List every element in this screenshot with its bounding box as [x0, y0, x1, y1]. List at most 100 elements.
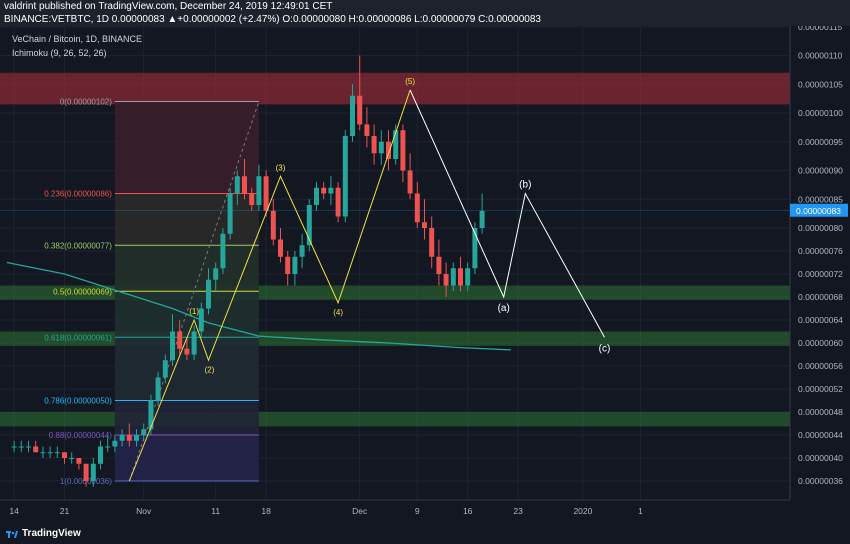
candle-body: [386, 141, 391, 159]
candle-body: [177, 331, 183, 349]
candle-body: [429, 228, 435, 257]
candle-body: [371, 136, 377, 154]
header-bar: valdrint published on TradingView.com, D…: [0, 0, 850, 26]
candle-body: [450, 268, 456, 286]
candle-body: [206, 279, 211, 309]
candle-body: [285, 256, 291, 274]
wave-count: (1) (2) (3) (4) (5) (a) (b) (c): [128, 77, 610, 482]
candle-body: [184, 348, 190, 355]
candle-body: [314, 187, 319, 205]
candle-body: [378, 141, 384, 154]
wave-label: (5): [405, 77, 415, 86]
wave-label: (b): [519, 180, 531, 191]
candle-body: [414, 193, 420, 223]
price-tick-label: 0.00000044: [798, 430, 843, 440]
candle-body: [292, 256, 298, 274]
candle-body: [76, 458, 82, 464]
candle-body: [400, 130, 406, 171]
time-tick-label: Nov: [136, 506, 152, 516]
candles: [11, 55, 485, 487]
candle-body: [242, 176, 247, 194]
candle-body: [90, 463, 96, 481]
price-tick-label: 0.00000052: [798, 384, 843, 394]
time-tick-label: 2020: [573, 506, 592, 516]
candle-body: [220, 233, 226, 269]
candle-body: [350, 95, 355, 136]
candle-body: [249, 193, 255, 205]
time-tick-label: 16: [463, 506, 473, 516]
price-tick-label: 0.00000068: [798, 292, 843, 302]
candle-body: [299, 245, 305, 257]
candle-body: [443, 274, 449, 286]
candle-body: [11, 446, 17, 448]
chart-area[interactable]: 0(0.00000102) 0.236(0.00000086) 0.382(0.00…: [0, 26, 850, 524]
time-tick-label: 18: [261, 506, 271, 516]
candle-body: [458, 268, 463, 286]
ichimoku-line: [6, 261, 511, 351]
price-tick-label: 0.00000064: [798, 315, 843, 325]
candle-body: [126, 435, 132, 441]
candle-body: [162, 360, 168, 378]
price-tick-label: 0.00000036: [798, 476, 843, 486]
candle-body: [40, 452, 46, 454]
footer-brand: TradingView: [22, 528, 81, 539]
candle-body: [33, 446, 39, 453]
candle-body: [263, 176, 269, 211]
candle-body: [18, 446, 24, 448]
zone-resistance: [0, 72, 790, 105]
tradingview-logo-icon: [6, 531, 18, 538]
fib-band: [114, 193, 259, 246]
candle-body: [148, 400, 154, 430]
price-tick-label: 0.00000090: [798, 166, 843, 176]
fib-label: 0(0.00000102): [60, 98, 112, 107]
corrective-wave-line: [409, 89, 605, 338]
candle-body: [479, 210, 485, 228]
price-tick-label: 0.00000048: [798, 407, 843, 417]
ichimoku-line: [6, 261, 511, 351]
candle-body: [342, 136, 348, 217]
fib-band: [114, 245, 259, 292]
indicator-label: Ichimoku (9, 26, 52, 26): [12, 48, 107, 58]
candle-body: [134, 435, 139, 441]
candle-body: [69, 458, 75, 459]
candle-body: [270, 210, 276, 240]
candle-body: [26, 446, 31, 448]
wave-label: (3): [276, 163, 286, 172]
current-price-tag: [790, 203, 848, 217]
current-price-label: 0.00000083: [796, 206, 841, 216]
price-tick-label: 0.00000072: [798, 269, 843, 279]
fib-label: 0.618(0.00000061): [44, 333, 112, 342]
candle-body: [213, 268, 219, 280]
candle-body: [198, 308, 204, 332]
candle-body: [256, 176, 262, 205]
candle-body: [62, 452, 67, 458]
candle-body: [54, 452, 60, 454]
candle-body: [170, 331, 175, 361]
candle-body: [306, 205, 312, 246]
price-tick-label: 0.00000076: [798, 246, 843, 256]
candle-body: [47, 452, 53, 454]
wave-label: (4): [333, 308, 343, 317]
candle-body: [364, 124, 370, 136]
time-tick-label: 1: [638, 506, 643, 516]
ticker-line: BINANCE:VETBTC, 1D 0.00000083 ▲+0.000000…: [4, 14, 541, 25]
price-tick-label: 0.00000110: [798, 51, 843, 61]
candle-body: [335, 187, 341, 217]
candle-body: [465, 268, 471, 286]
publisher-line: valdrint published on TradingView.com, D…: [4, 1, 333, 12]
price-tick-label: 0.00000080: [798, 223, 843, 233]
fib-label: 0.236(0.00000086): [44, 190, 112, 199]
candle-body: [112, 440, 118, 447]
candle-body: [141, 429, 147, 435]
candle-body: [407, 170, 413, 194]
fib-label: 0.88(0.00000044): [49, 431, 113, 440]
candle-body: [105, 446, 111, 448]
price-axis-bg: [790, 26, 850, 500]
chart-title: VeChain / Bitcoin, 1D, BINANCE: [12, 34, 142, 44]
price-axis: 0.00000036 0.00000040 0.00000044 0.00000048…: [0, 26, 850, 500]
price-tick-label: 0.00000095: [798, 137, 843, 147]
time-axis: 14 21 Nov 11 18 Dec 9 16 23 2020 1: [0, 499, 850, 524]
price-tick-label: 0.00000060: [798, 338, 843, 348]
time-tick-label: Dec: [352, 506, 368, 516]
time-tick-label: 14: [9, 506, 19, 516]
